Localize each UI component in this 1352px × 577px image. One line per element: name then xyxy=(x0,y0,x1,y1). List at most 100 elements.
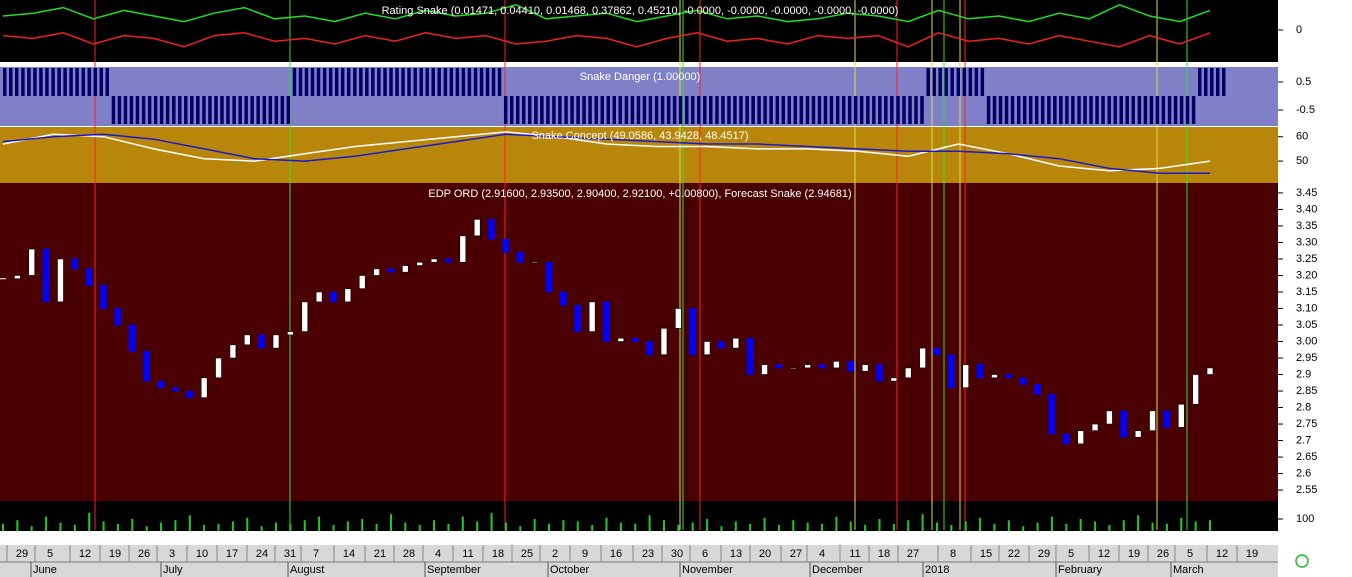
volume-bar xyxy=(490,513,493,531)
x-day-label: 5 xyxy=(1068,548,1074,560)
danger-bar xyxy=(491,68,496,96)
danger-bar xyxy=(1047,96,1051,124)
volume-bar xyxy=(1079,519,1082,531)
volume-bar xyxy=(73,525,76,531)
candle xyxy=(861,364,869,372)
danger-bar xyxy=(1095,96,1099,124)
danger-bar xyxy=(165,96,170,124)
danger-bar xyxy=(1113,96,1117,124)
candle xyxy=(272,334,280,349)
candle xyxy=(71,258,79,270)
danger-bar xyxy=(672,96,677,124)
danger-bar xyxy=(1053,96,1057,124)
candle xyxy=(387,268,395,273)
volume-bar xyxy=(605,517,608,531)
x-month-label: March xyxy=(1173,564,1204,576)
candle xyxy=(1034,384,1041,395)
candle xyxy=(516,252,524,263)
volume-bar xyxy=(303,520,306,531)
candle xyxy=(215,357,222,379)
danger-bar xyxy=(1119,96,1123,124)
danger-bar xyxy=(1222,68,1226,96)
danger-bar xyxy=(1089,96,1093,124)
danger-bar xyxy=(558,96,562,124)
danger-bar xyxy=(262,96,267,124)
danger-bar xyxy=(781,96,786,124)
volume-bar xyxy=(88,513,91,531)
danger-bar xyxy=(425,68,429,96)
panel-title: EDP ORD (2.91600, 2.93500, 2.90400, 2.92… xyxy=(428,188,851,200)
danger-bar xyxy=(33,68,37,96)
x-day-label: 19 xyxy=(1246,548,1258,560)
danger-bar xyxy=(292,68,297,96)
danger-bar xyxy=(703,96,707,124)
danger-bar xyxy=(853,96,858,124)
volume-bar xyxy=(648,515,651,531)
candle xyxy=(258,334,265,349)
volume-bar xyxy=(231,521,234,531)
panel-title: Rating Snake (0.01471, 0.04410, 0.01468,… xyxy=(382,5,899,17)
candle xyxy=(732,337,740,349)
danger-bar xyxy=(280,96,285,124)
status-icon xyxy=(1295,554,1309,568)
danger-bar xyxy=(310,68,315,96)
danger-bar xyxy=(1185,96,1190,124)
candle xyxy=(85,268,93,286)
volume-bar xyxy=(1007,520,1010,531)
danger-bar xyxy=(159,96,164,124)
danger-bar xyxy=(503,96,508,124)
x-day-label: 23 xyxy=(642,548,654,560)
x-day-label: 16 xyxy=(610,548,622,560)
danger-bar xyxy=(986,96,991,124)
x-day-label: 12 xyxy=(1098,548,1110,560)
volume-bar xyxy=(634,523,637,531)
danger-bar xyxy=(1034,96,1039,124)
candle xyxy=(358,275,366,289)
volume-bar xyxy=(1108,525,1111,531)
x-day-label: 19 xyxy=(109,548,121,560)
y-tick-label: 2.95 xyxy=(1296,352,1317,364)
danger-bar xyxy=(932,68,936,96)
volume-bar xyxy=(979,517,982,531)
volume-bar xyxy=(1022,526,1025,531)
y-tick-label: 100 xyxy=(1296,513,1314,525)
danger-bar xyxy=(123,96,128,124)
volume-bar xyxy=(677,525,680,531)
danger-bar xyxy=(359,68,363,96)
danger-bar xyxy=(751,96,755,124)
candle xyxy=(344,288,352,303)
danger-bar xyxy=(196,96,200,124)
volume-bar xyxy=(921,514,924,531)
candle xyxy=(948,354,955,389)
danger-bar xyxy=(588,96,592,124)
danger-bar xyxy=(147,96,152,124)
volume-bar xyxy=(935,522,938,531)
danger-bar xyxy=(817,96,822,124)
volume-bar xyxy=(2,523,4,531)
x-day-label: 10 xyxy=(196,548,208,560)
volume-bar xyxy=(907,520,910,531)
volume-bar xyxy=(260,526,263,531)
volume-bar xyxy=(777,525,780,531)
candle xyxy=(459,235,467,263)
volume-bar xyxy=(1194,521,1197,531)
y-tick-label: 0 xyxy=(1296,24,1302,36)
danger-bar xyxy=(250,96,254,124)
candle xyxy=(876,364,883,382)
danger-bar xyxy=(509,96,514,124)
candle xyxy=(574,304,582,332)
candle xyxy=(1048,394,1056,435)
volume-bar xyxy=(102,521,105,531)
candle xyxy=(143,351,150,382)
volume-bar xyxy=(691,522,694,531)
x-day-label: 7 xyxy=(313,548,319,560)
danger-bar xyxy=(340,68,345,96)
danger-bar xyxy=(678,96,683,124)
danger-bar xyxy=(443,68,448,96)
candle xyxy=(833,361,840,369)
danger-bar xyxy=(1131,96,1135,124)
danger-bar xyxy=(1107,96,1111,124)
x-day-label: 4 xyxy=(435,548,441,560)
danger-bar xyxy=(1191,96,1196,124)
x-day-label: 24 xyxy=(256,548,268,560)
